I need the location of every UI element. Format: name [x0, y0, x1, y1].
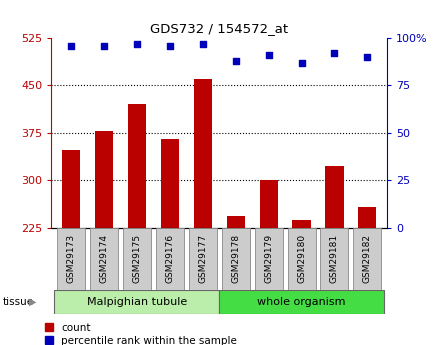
Bar: [128, 104, 146, 228]
Bar: [62, 150, 80, 228]
FancyBboxPatch shape: [90, 228, 118, 290]
FancyBboxPatch shape: [320, 228, 348, 290]
Text: GSM29181: GSM29181: [330, 234, 339, 283]
Bar: [161, 139, 179, 228]
Bar: [325, 166, 344, 228]
Point: [100, 43, 107, 48]
FancyBboxPatch shape: [219, 290, 384, 314]
Point: [232, 58, 239, 63]
Title: GDS732 / 154572_at: GDS732 / 154572_at: [150, 22, 288, 36]
Bar: [227, 216, 245, 228]
FancyBboxPatch shape: [255, 228, 283, 290]
Text: Malpighian tubule: Malpighian tubule: [87, 297, 187, 307]
Text: GSM29176: GSM29176: [165, 234, 174, 283]
Text: GSM29180: GSM29180: [297, 234, 306, 283]
Legend: count, percentile rank within the sample: count, percentile rank within the sample: [45, 323, 237, 345]
Point: [331, 50, 338, 56]
Text: GSM29174: GSM29174: [99, 234, 109, 283]
Point: [199, 41, 206, 46]
Text: GSM29177: GSM29177: [198, 234, 207, 283]
Point: [298, 60, 305, 65]
Text: whole organism: whole organism: [257, 297, 346, 307]
FancyBboxPatch shape: [57, 228, 85, 290]
Point: [364, 54, 371, 60]
FancyBboxPatch shape: [189, 228, 217, 290]
Text: GSM29173: GSM29173: [66, 234, 76, 283]
Text: GSM29178: GSM29178: [231, 234, 240, 283]
FancyBboxPatch shape: [123, 228, 151, 290]
Point: [166, 43, 173, 48]
Bar: [358, 207, 376, 228]
Bar: [259, 180, 278, 228]
Point: [67, 43, 74, 48]
Text: GSM29182: GSM29182: [363, 234, 372, 283]
Point: [265, 52, 272, 58]
Bar: [292, 220, 311, 228]
FancyBboxPatch shape: [156, 228, 184, 290]
FancyBboxPatch shape: [222, 228, 250, 290]
Text: GSM29175: GSM29175: [132, 234, 142, 283]
FancyBboxPatch shape: [54, 290, 219, 314]
Bar: [194, 79, 212, 228]
Point: [133, 41, 140, 46]
Bar: [95, 131, 113, 228]
Text: ▶: ▶: [29, 297, 36, 307]
FancyBboxPatch shape: [353, 228, 381, 290]
Text: GSM29179: GSM29179: [264, 234, 273, 283]
Text: tissue: tissue: [2, 297, 33, 307]
FancyBboxPatch shape: [287, 228, 316, 290]
